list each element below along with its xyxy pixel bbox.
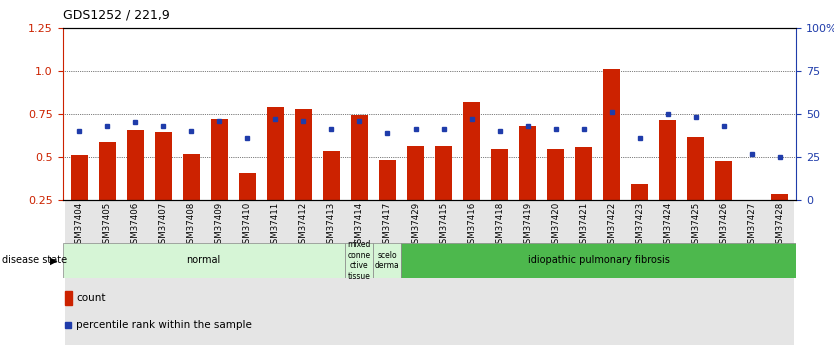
Bar xyxy=(63,243,344,278)
Bar xyxy=(205,200,234,345)
Bar xyxy=(239,172,256,243)
Bar xyxy=(771,194,788,243)
Bar xyxy=(659,120,676,243)
Text: scelo
derma: scelo derma xyxy=(374,251,399,270)
Bar xyxy=(435,146,452,243)
Bar xyxy=(541,200,570,345)
Bar xyxy=(155,132,172,243)
Text: disease state: disease state xyxy=(2,256,67,265)
Bar xyxy=(373,243,401,278)
Bar xyxy=(149,200,178,345)
Bar xyxy=(603,69,620,243)
Bar xyxy=(458,200,485,345)
Bar xyxy=(766,200,794,345)
Text: GDS1252 / 221,9: GDS1252 / 221,9 xyxy=(63,9,169,22)
Bar xyxy=(407,146,424,243)
Bar xyxy=(485,200,514,345)
Bar xyxy=(598,200,626,345)
Bar xyxy=(463,102,480,243)
Bar xyxy=(710,200,737,345)
Bar xyxy=(71,155,88,243)
Bar xyxy=(631,184,648,243)
Bar xyxy=(626,200,654,345)
Bar xyxy=(654,200,681,345)
Bar xyxy=(178,200,205,345)
Text: ▶: ▶ xyxy=(50,256,58,265)
Bar xyxy=(211,119,228,243)
Bar xyxy=(127,130,143,243)
Bar xyxy=(65,200,93,345)
Text: normal: normal xyxy=(187,256,221,265)
Bar xyxy=(351,115,368,243)
Bar xyxy=(289,200,318,345)
Bar xyxy=(99,142,116,243)
Bar xyxy=(401,243,796,278)
Text: percentile rank within the sample: percentile rank within the sample xyxy=(76,320,252,330)
Bar xyxy=(345,200,374,345)
Bar xyxy=(430,200,458,345)
Bar xyxy=(687,137,704,243)
Text: idiopathic pulmonary fibrosis: idiopathic pulmonary fibrosis xyxy=(528,256,670,265)
Bar xyxy=(234,200,261,345)
Bar xyxy=(261,200,289,345)
Bar xyxy=(401,200,430,345)
Bar xyxy=(374,200,401,345)
Bar xyxy=(681,200,710,345)
Text: mixed
conne
ctive
tissue: mixed conne ctive tissue xyxy=(347,240,370,280)
Bar xyxy=(267,107,284,243)
Bar xyxy=(64,291,72,305)
Bar xyxy=(547,149,564,243)
Bar xyxy=(519,126,536,243)
Bar xyxy=(93,200,122,345)
Text: count: count xyxy=(76,293,105,303)
Bar xyxy=(743,213,760,243)
Bar xyxy=(183,155,200,243)
Bar xyxy=(323,151,340,243)
Bar xyxy=(379,160,396,243)
Bar xyxy=(737,200,766,345)
Bar xyxy=(716,161,732,243)
Bar xyxy=(318,200,345,345)
Bar xyxy=(344,243,373,278)
Bar xyxy=(514,200,541,345)
Bar xyxy=(570,200,598,345)
Bar xyxy=(491,149,508,243)
Bar xyxy=(575,148,592,243)
Bar xyxy=(122,200,149,345)
Bar xyxy=(295,109,312,243)
